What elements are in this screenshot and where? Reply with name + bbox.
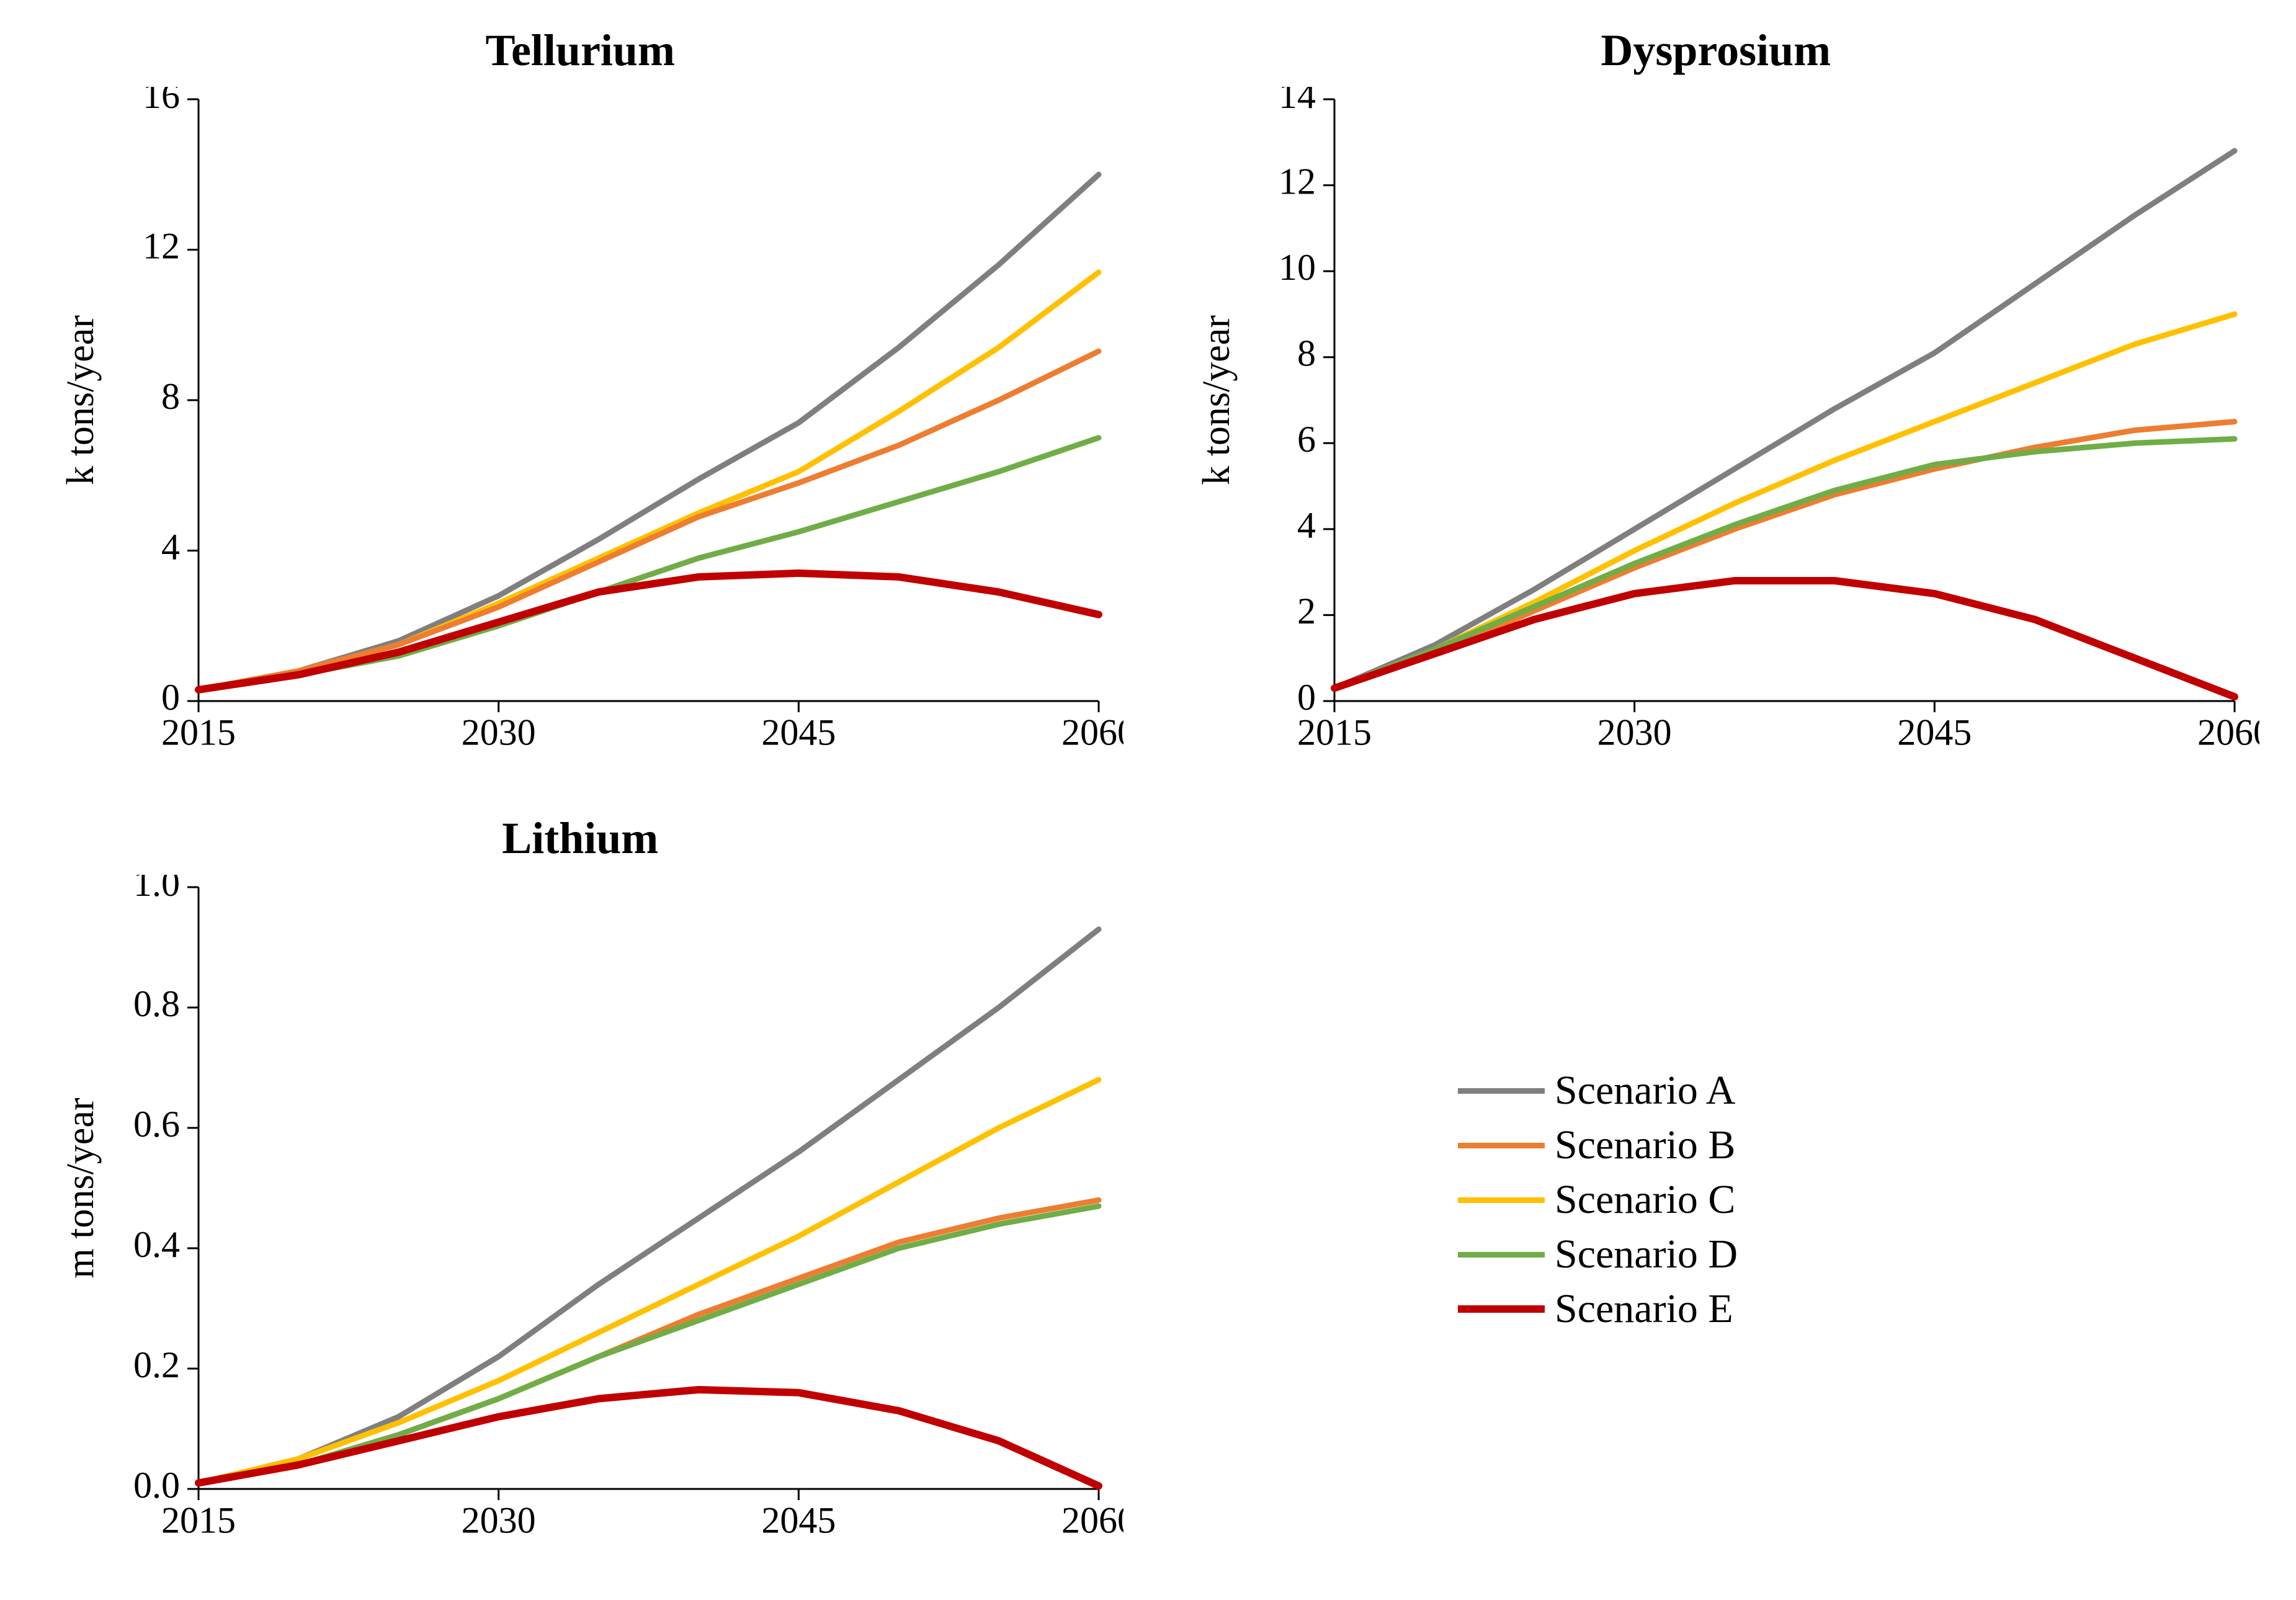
x-tick-label: 2030: [1597, 712, 1671, 753]
y-tick-label: 10: [1279, 247, 1316, 288]
panel-lithium: Lithium 0.00.20.40.60.81.020152030204520…: [37, 813, 1123, 1563]
y-tick-label: 6: [1297, 419, 1316, 460]
series-e: [199, 573, 1099, 690]
y-tick-label: 12: [1279, 161, 1316, 202]
legend-swatch: [1458, 1305, 1545, 1313]
chart-body-lithium: 0.00.20.40.60.81.02015203020452060m tons…: [37, 875, 1123, 1563]
legend-swatch: [1458, 1252, 1545, 1258]
y-tick-label: 8: [1297, 333, 1316, 373]
y-tick-label: 8: [161, 376, 180, 417]
series-e: [199, 1390, 1099, 1486]
x-tick-label: 2015: [1297, 712, 1372, 753]
chart-title-lithium: Lithium: [37, 813, 1123, 864]
y-axis-label: k tons/year: [60, 315, 102, 485]
x-tick-label: 2060: [2197, 712, 2259, 753]
x-tick-label: 2045: [761, 712, 836, 753]
chart-title-dysprosium: Dysprosium: [1173, 25, 2259, 76]
legend-swatch: [1458, 1197, 1545, 1203]
legend-swatch: [1458, 1143, 1545, 1148]
x-tick-label: 2045: [1897, 712, 1972, 753]
panel-dysprosium: Dysprosium 024681012142015203020452060k …: [1173, 25, 2259, 775]
series-b: [199, 351, 1099, 690]
series-d: [1334, 439, 2235, 688]
y-tick-label: 0.4: [133, 1223, 180, 1264]
x-tick-label: 2060: [1061, 1499, 1123, 1540]
chart-svg-lithium: 0.00.20.40.60.81.02015203020452060m tons…: [37, 875, 1123, 1563]
legend-label: Scenario A: [1555, 1067, 1735, 1114]
series-a: [199, 929, 1099, 1482]
legend-item-a: Scenario A: [1458, 1067, 1738, 1114]
y-tick-label: 4: [161, 526, 180, 567]
x-tick-label: 2030: [462, 712, 536, 753]
panel-tellurium: Tellurium 04812162015203020452060k tons/…: [37, 25, 1123, 775]
y-tick-label: 0.2: [133, 1344, 180, 1385]
chart-body-tellurium: 04812162015203020452060k tons/year: [37, 87, 1123, 775]
x-tick-label: 2015: [161, 1499, 236, 1540]
legend-label: Scenario D: [1555, 1231, 1738, 1278]
legend-item-e: Scenario E: [1458, 1285, 1738, 1333]
chart-grid: Tellurium 04812162015203020452060k tons/…: [0, 0, 2296, 1600]
chart-svg-dysprosium: 024681012142015203020452060k tons/year: [1173, 87, 2259, 775]
legend-item-d: Scenario D: [1458, 1231, 1738, 1278]
chart-title-tellurium: Tellurium: [37, 25, 1123, 76]
chart-svg-tellurium: 04812162015203020452060k tons/year: [37, 87, 1123, 775]
series-a: [1334, 151, 2235, 688]
legend: Scenario A Scenario B Scenario C Scenario D…: [1458, 1067, 1738, 1333]
chart-body-dysprosium: 024681012142015203020452060k tons/year: [1173, 87, 2259, 775]
y-tick-label: 2: [1297, 591, 1316, 632]
series-c: [199, 1079, 1099, 1483]
series-e: [1334, 581, 2235, 697]
y-tick-label: 16: [143, 87, 180, 116]
y-tick-label: 0.6: [133, 1103, 180, 1144]
y-tick-label: 12: [143, 225, 180, 266]
legend-swatch: [1458, 1088, 1545, 1094]
y-axis-label: m tons/year: [60, 1097, 102, 1278]
x-tick-label: 2030: [462, 1499, 536, 1540]
series-a: [199, 174, 1099, 690]
legend-item-c: Scenario C: [1458, 1176, 1738, 1223]
y-axis-label: k tons/year: [1195, 315, 1238, 485]
legend-item-b: Scenario B: [1458, 1122, 1738, 1169]
legend-label: Scenario E: [1555, 1285, 1733, 1333]
x-tick-label: 2045: [761, 1499, 836, 1540]
y-tick-label: 14: [1279, 87, 1316, 116]
x-tick-label: 2015: [161, 712, 236, 753]
y-tick-label: 0.8: [133, 983, 180, 1024]
y-tick-label: 4: [1297, 505, 1316, 546]
x-tick-label: 2060: [1061, 712, 1123, 753]
page: Tellurium 04812162015203020452060k tons/…: [0, 0, 2296, 1600]
legend-label: Scenario C: [1555, 1176, 1735, 1223]
legend-label: Scenario B: [1555, 1122, 1735, 1169]
series-d: [199, 438, 1099, 690]
series-b: [199, 1200, 1099, 1483]
y-tick-label: 1.0: [133, 875, 180, 904]
